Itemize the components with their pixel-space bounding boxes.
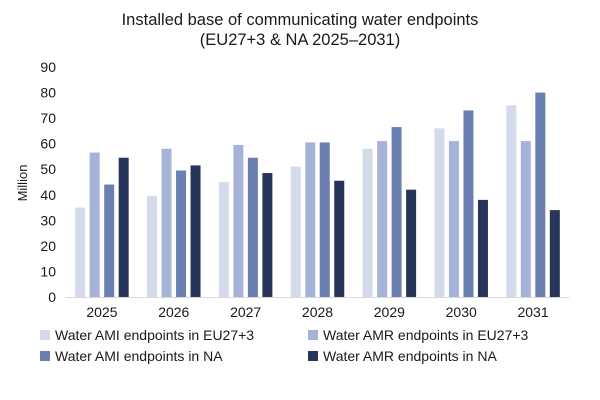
bar — [406, 189, 417, 297]
x-tick-label: 2028 — [302, 304, 333, 320]
bar — [247, 157, 258, 297]
y-tick-label: 50 — [40, 161, 56, 177]
bar — [549, 210, 560, 297]
y-axis-ticks: 0 10 20 30 40 50 60 70 80 90 — [40, 59, 56, 305]
bar — [319, 142, 330, 297]
legend-swatch — [308, 351, 318, 361]
y-tick-label: 70 — [40, 110, 56, 126]
chart-title: Installed base of communicating water en… — [0, 10, 600, 50]
bar — [89, 152, 100, 297]
bar — [391, 127, 402, 297]
bar — [477, 199, 488, 297]
chart-title-line-1: Installed base of communicating water en… — [121, 11, 479, 29]
legend-item: Water AMR endpoints in NA — [308, 347, 497, 365]
x-tick-label: 2027 — [230, 304, 261, 320]
bar — [362, 148, 373, 297]
bar — [147, 196, 158, 297]
bar — [506, 105, 517, 297]
y-tick-label: 0 — [48, 289, 56, 305]
x-tick-label: 2026 — [158, 304, 189, 320]
bar — [434, 128, 445, 297]
bar — [233, 144, 244, 297]
y-tick-label: 20 — [40, 238, 56, 254]
bar — [190, 165, 201, 297]
bar — [75, 207, 86, 297]
legend-swatch — [40, 330, 50, 340]
bar — [218, 182, 229, 297]
x-tick-label: 2029 — [374, 304, 405, 320]
y-tick-label: 90 — [40, 59, 56, 75]
x-tick-label: 2031 — [517, 304, 548, 320]
bar — [161, 148, 172, 297]
y-tick-label: 30 — [40, 212, 56, 228]
bar — [448, 141, 459, 297]
y-tick-label: 10 — [40, 263, 56, 279]
y-axis-title: Million — [15, 165, 30, 202]
legend-item: Water AMR endpoints in EU27+3 — [308, 326, 528, 344]
bar — [118, 157, 129, 297]
x-tick-label: 2025 — [86, 304, 117, 320]
bars — [75, 92, 560, 297]
chart-title-line-2: (EU27+3 & NA 2025–2031) — [199, 31, 401, 49]
bar — [104, 184, 115, 297]
x-tick-label: 2030 — [446, 304, 477, 320]
y-tick-label: 80 — [40, 85, 56, 101]
bar — [463, 110, 474, 297]
legend-swatch — [308, 330, 318, 340]
bar — [535, 92, 546, 297]
bar — [290, 166, 301, 297]
bar — [520, 141, 531, 297]
bar — [305, 142, 316, 297]
bar — [262, 173, 273, 297]
legend-label: Water AMR endpoints in EU27+3 — [323, 327, 529, 343]
legend-item: Water AMI endpoints in NA — [40, 347, 223, 365]
legend-label: Water AMI endpoints in NA — [55, 348, 223, 364]
bar — [377, 141, 388, 297]
x-axis-ticks: 2025 2026 2027 2028 2029 2030 2031 — [86, 304, 549, 320]
legend-swatch — [40, 351, 50, 361]
bar — [176, 170, 187, 297]
bar — [334, 180, 345, 297]
y-tick-label: 60 — [40, 136, 56, 152]
legend-label: Water AMI endpoints in EU27+3 — [55, 327, 255, 343]
y-tick-label: 40 — [40, 187, 56, 203]
legend-label: Water AMR endpoints in NA — [323, 348, 497, 364]
legend-item: Water AMI endpoints in EU27+3 — [40, 326, 254, 344]
